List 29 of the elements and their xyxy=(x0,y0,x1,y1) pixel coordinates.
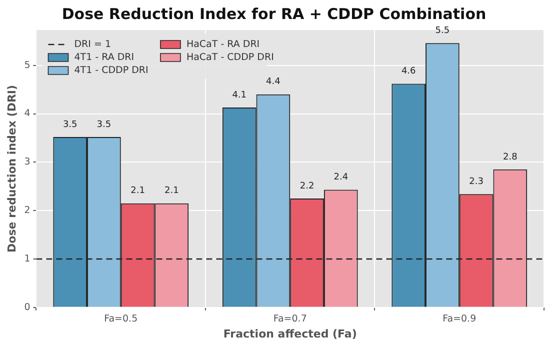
data-label: 2.8 xyxy=(502,152,518,162)
data-label: 4.4 xyxy=(266,77,281,88)
y-tick-label: 4 xyxy=(24,108,30,120)
data-label: 2.1 xyxy=(130,186,145,196)
legend-label: HaCaT - CDDP DRI xyxy=(186,52,274,63)
y-tick-label: 3 xyxy=(24,156,30,168)
data-label: 2.2 xyxy=(300,181,314,192)
y-axis-title: Dose reduction index (DRI) xyxy=(5,84,18,252)
data-label: 2.1 xyxy=(164,186,179,196)
data-label: 3.5 xyxy=(96,120,112,130)
data-label: 5.5 xyxy=(435,26,450,36)
chart-title: Dose Reduction Index for RA + CDDP Combination xyxy=(62,4,486,23)
y-tick-label: 1 xyxy=(24,253,30,264)
x-tick-label: Fa=0.9 xyxy=(442,314,476,325)
y-tick-label: 0 xyxy=(24,302,30,313)
y-tick-label: 2 xyxy=(24,205,30,216)
data-label: 2.4 xyxy=(334,172,348,183)
data-label: 4.6 xyxy=(401,66,416,77)
y-tick-label: 5 xyxy=(24,60,30,71)
x-tick-label: Fa=0.5 xyxy=(104,314,138,325)
legend-label: 4T1 - RA DRI xyxy=(74,52,134,63)
legend-label: 4T1 - CDDP DRI xyxy=(74,64,148,76)
x-tick-label: Fa=0.7 xyxy=(273,314,307,325)
data-label: 3.5 xyxy=(62,120,78,130)
data-label: 4.1 xyxy=(232,90,247,100)
data-label: 2.3 xyxy=(469,176,484,187)
legend-label: DRI = 1 xyxy=(74,38,112,50)
x-axis-title: Fraction affected (Fa) xyxy=(223,327,357,340)
legend-label: HaCaT - RA DRI xyxy=(186,38,260,50)
